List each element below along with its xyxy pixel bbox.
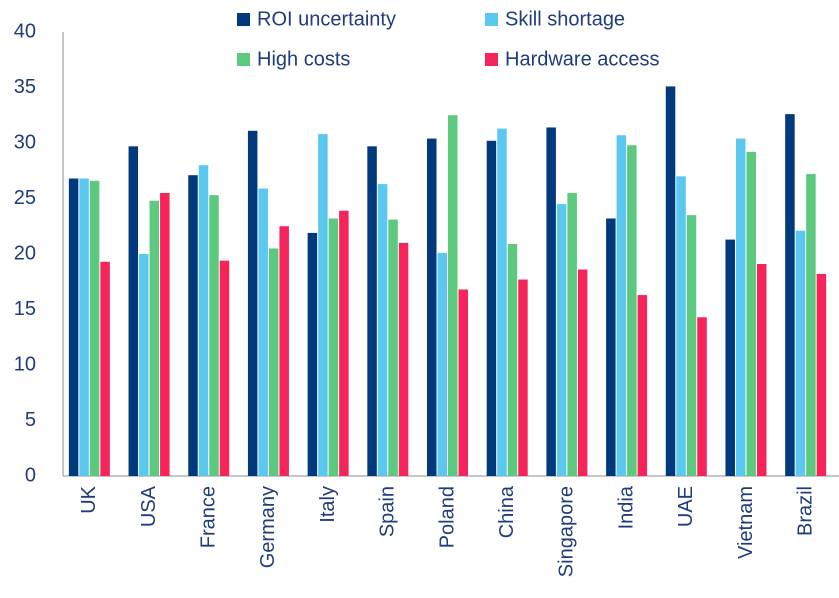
x-tick-label: Germany <box>257 486 279 568</box>
y-tick-label: 35 <box>14 76 36 98</box>
x-tick-label: UAE <box>675 486 697 527</box>
bar <box>556 204 567 477</box>
bar <box>258 188 268 476</box>
x-tick-label: Poland <box>436 486 458 548</box>
legend-label: ROI uncertainty <box>257 8 396 30</box>
bar <box>377 184 388 476</box>
x-tick-label: UK <box>78 485 100 513</box>
y-tick-label: 10 <box>14 353 36 375</box>
bar <box>497 128 507 476</box>
bar <box>198 165 209 476</box>
bar <box>458 289 469 476</box>
bar <box>89 180 100 477</box>
y-tick-label: 0 <box>25 464 36 486</box>
bar <box>68 178 79 476</box>
bar <box>318 134 328 476</box>
bar <box>785 114 795 476</box>
y-tick-label: 15 <box>14 298 36 320</box>
y-tick-label: 20 <box>14 242 36 264</box>
bar <box>686 215 697 476</box>
bar <box>546 127 556 477</box>
bar <box>725 239 735 476</box>
x-tick-label: USA <box>138 485 160 527</box>
x-tick-label: Vietnam <box>735 486 757 559</box>
bar <box>307 232 318 476</box>
legend-label: High costs <box>257 48 350 70</box>
bar <box>219 260 230 476</box>
bar <box>367 146 377 476</box>
bar <box>427 138 437 476</box>
bar <box>697 317 707 476</box>
x-tick-label: France <box>198 486 220 548</box>
bar <box>577 269 588 476</box>
bar <box>437 252 448 476</box>
bar <box>507 244 518 476</box>
legend-swatch <box>237 13 250 26</box>
bar <box>627 145 637 476</box>
x-tick-label: China <box>496 485 518 538</box>
legend-swatch <box>485 13 498 26</box>
bar <box>188 175 198 476</box>
bar <box>328 218 339 477</box>
bar <box>486 140 497 476</box>
bar <box>616 135 627 477</box>
x-tick-label: Italy <box>317 486 339 523</box>
legend-label: Hardware access <box>505 48 660 70</box>
bar <box>139 254 149 476</box>
y-tick-label: 25 <box>14 187 36 209</box>
bar <box>676 176 686 477</box>
bar <box>518 279 528 476</box>
bar <box>567 192 577 476</box>
legend-label: Skill shortage <box>505 8 625 30</box>
bar <box>149 200 160 476</box>
x-tick-label: Brazil <box>794 486 816 536</box>
bar <box>756 263 767 476</box>
y-tick-label: 40 <box>14 20 36 42</box>
bar <box>746 151 756 476</box>
bar <box>388 219 398 476</box>
bar <box>806 174 816 476</box>
bar <box>79 178 89 476</box>
bar <box>209 195 219 477</box>
x-tick-label: Spain <box>377 486 399 537</box>
bar <box>816 273 827 476</box>
bar <box>735 138 746 476</box>
bar <box>606 218 616 477</box>
bar <box>247 130 258 477</box>
bar <box>268 248 279 476</box>
y-tick-label: 30 <box>14 131 36 153</box>
bar <box>279 226 289 476</box>
x-tick-label: Singapore <box>556 486 578 577</box>
bar <box>128 146 139 476</box>
bar <box>398 242 409 476</box>
x-tick-label: India <box>615 485 637 529</box>
y-tick-label: 5 <box>25 409 36 431</box>
bar <box>665 86 676 476</box>
bar <box>448 115 458 476</box>
bar <box>160 192 170 476</box>
bar <box>637 295 648 476</box>
bar <box>795 230 806 476</box>
legend-swatch <box>237 53 250 66</box>
legend-swatch <box>485 53 498 66</box>
bar <box>100 261 110 476</box>
bar <box>339 210 349 476</box>
